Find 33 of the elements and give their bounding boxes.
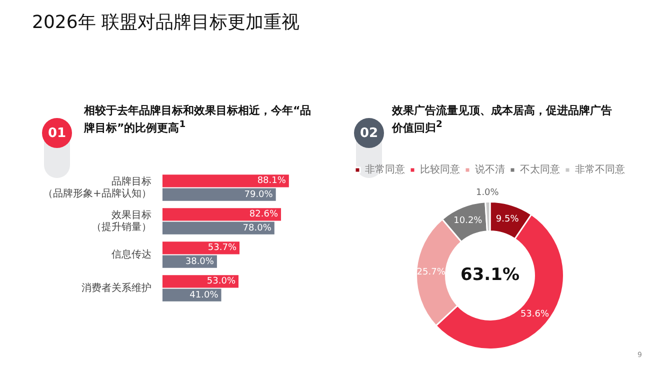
bar [162,208,282,221]
y-tick-label: 信息传达 [111,248,152,260]
data-label: 38.0% [185,256,214,267]
legend-label: 比较同意 [420,164,460,176]
text: 63.1% [460,264,520,285]
y-tick-label: 效果目标（提升销量） [91,208,152,233]
data-label: 78.0% [242,223,272,234]
y-tick-label: 品牌目标（品牌形象+品牌认知） [42,175,152,200]
y-tick-label: 消费者关系维护 [81,282,152,294]
data-label: 10.2% [454,216,483,226]
data-label: 82.6% [249,210,278,220]
legend-label: 说不清 [475,164,505,176]
bar [162,174,289,188]
data-label: 88.1% [257,176,286,186]
data-label: 41.0% [190,290,219,300]
legend-label: 非常同意 [365,164,405,176]
legend-label: 非常不同意 [575,164,625,176]
data-label: 79.0% [244,190,274,200]
data-label: 25.7% [416,267,446,278]
data-label: 9.5% [496,214,520,224]
text: 02 [354,118,384,148]
bar [162,222,274,234]
bar [162,242,240,254]
chart-subtitle: 相较于去年品牌目标和效果目标相近，今年“品牌目标”的比例更高$^{1}$ [84,104,312,136]
chart-title: 效果广告流量见顶、成本居高，促进品牌广告价值回归$^{2}$ [392,104,613,136]
text: 01 [42,118,72,148]
data-label: 53.6% [520,309,550,320]
legend-label: 不太同意 [520,164,560,176]
chart-title: 2026年 联盟对品牌目标更加重视 [32,11,300,34]
data-label: 53.0% [206,276,236,287]
bar [162,188,276,201]
data-label: 1.0% [476,188,500,198]
data-label: 53.7% [208,243,237,254]
